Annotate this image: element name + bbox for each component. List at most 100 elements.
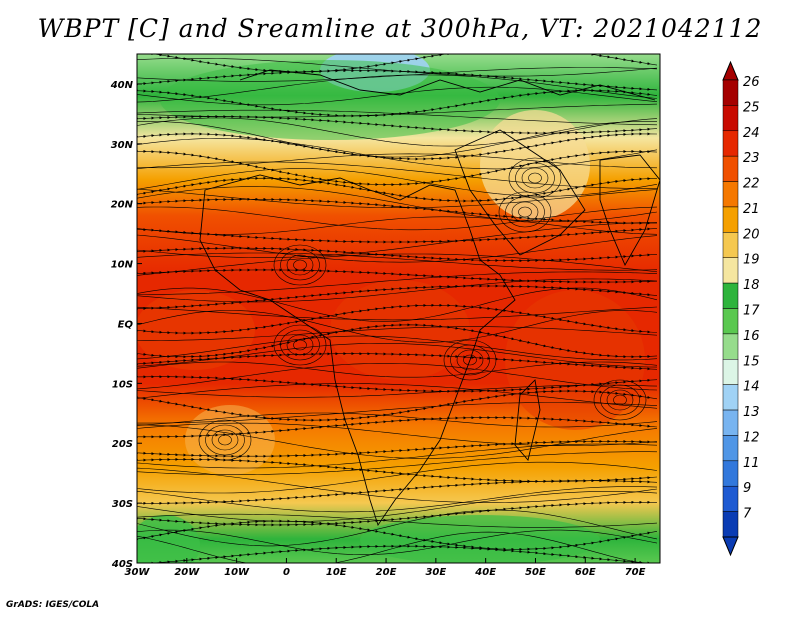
europe-coast bbox=[239, 69, 656, 101]
streamline bbox=[137, 176, 658, 203]
colorbar-label: 19 bbox=[743, 253, 760, 268]
eddy-ring bbox=[293, 259, 307, 271]
eddy-ring bbox=[273, 244, 327, 286]
eddy-ring bbox=[613, 394, 627, 406]
coastlines bbox=[199, 69, 660, 527]
eddy-ring bbox=[593, 379, 647, 421]
lon-tick-label: 30E bbox=[425, 567, 446, 578]
streamline bbox=[137, 197, 657, 225]
lon-tick-label: 20E bbox=[376, 567, 397, 578]
streamlines bbox=[137, 54, 658, 563]
colorbar-swatch bbox=[722, 257, 739, 284]
lon-tick-label: 10E bbox=[326, 567, 347, 578]
lat-tick-label: 30N bbox=[111, 140, 134, 151]
lon-tick-label: 10W bbox=[224, 567, 250, 578]
eddy-ring bbox=[450, 344, 490, 376]
colorbar-swatch bbox=[722, 79, 739, 106]
lat-tick-label: 40N bbox=[110, 80, 134, 91]
colorbar-swatch bbox=[722, 155, 739, 182]
africa-outline bbox=[199, 174, 516, 527]
colorbar-label: 23 bbox=[743, 151, 760, 166]
colorbar-label: 9 bbox=[743, 481, 751, 496]
colorbar-swatch bbox=[722, 130, 739, 157]
cool-patch-arabia bbox=[480, 110, 590, 220]
colorbar-label: 20 bbox=[743, 227, 760, 242]
colorbar-swatch bbox=[722, 105, 739, 132]
green-patch-south bbox=[360, 515, 600, 563]
lon-tick-label: 0 bbox=[283, 567, 290, 578]
colorbar-label: 17 bbox=[743, 304, 760, 319]
lat-tick-label: 20N bbox=[111, 200, 134, 211]
colorbar-max-arrow bbox=[722, 60, 739, 81]
lat-tick-label: 10S bbox=[112, 379, 133, 390]
colorbar-swatch bbox=[722, 232, 739, 258]
colorbar-min-arrow bbox=[722, 536, 739, 557]
eddy-ring bbox=[205, 424, 245, 456]
colorbar-swatch bbox=[722, 435, 739, 462]
colorbar-swatch bbox=[722, 511, 739, 538]
eddy-ring bbox=[463, 354, 477, 366]
eddy-ring bbox=[286, 334, 314, 356]
green-patch-north bbox=[160, 60, 500, 140]
colorbar-swatch bbox=[722, 460, 739, 487]
colorbar-swatch bbox=[722, 359, 739, 385]
colorbar-swatch bbox=[722, 333, 739, 360]
eddy-ring bbox=[443, 339, 497, 381]
lon-tick-label: 20W bbox=[174, 567, 200, 578]
lat-tick-label: 40S bbox=[111, 559, 133, 570]
streamline bbox=[137, 54, 658, 74]
lat-tick-label: 10N bbox=[111, 260, 134, 271]
eddy-ring bbox=[273, 324, 327, 366]
lon-tick-label: 60E bbox=[575, 567, 596, 578]
colorbar-label: 11 bbox=[743, 456, 760, 471]
colorbar-label: 15 bbox=[743, 354, 760, 369]
colorbar-label: 12 bbox=[743, 430, 760, 445]
eddy-ring bbox=[498, 191, 552, 233]
colorbar-swatch bbox=[722, 282, 739, 309]
eddy-ring bbox=[293, 339, 307, 351]
longitude-axis: 30W 20W 10W 0 10E 20E 30E 40E 50E 60E 70E bbox=[125, 558, 646, 578]
streamline bbox=[137, 268, 658, 284]
map-panel bbox=[136, 53, 661, 564]
chart-title: WBPT [C] and Sreamline at 300hPa, VT: 20… bbox=[37, 14, 763, 43]
streamline bbox=[137, 69, 658, 91]
eddy-ring bbox=[515, 162, 555, 194]
eddy-ring bbox=[600, 384, 640, 416]
eddy-ring bbox=[280, 329, 320, 361]
colorbar-label: 21 bbox=[743, 202, 760, 217]
green-patch-southwest bbox=[137, 515, 200, 563]
eddy-ring bbox=[528, 172, 542, 184]
colorbar-swatch bbox=[722, 409, 739, 436]
lat-tick-label: 30S bbox=[112, 499, 133, 510]
colorbar-label: 18 bbox=[743, 278, 760, 293]
eddy-ring bbox=[286, 254, 314, 276]
lat-tick-label: EQ bbox=[118, 319, 134, 330]
streamline bbox=[137, 439, 658, 458]
lat-tick-label: 20S bbox=[112, 439, 133, 450]
eddy-ring bbox=[508, 157, 562, 199]
colorbar-swatch bbox=[722, 384, 739, 411]
eddy-ring bbox=[456, 349, 484, 371]
eddy-ring bbox=[518, 206, 532, 218]
eddy-ring bbox=[280, 249, 320, 281]
colorbar-swatch bbox=[722, 308, 739, 335]
cool-patch-south-atlantic bbox=[185, 405, 275, 475]
colorbar: 26 25 24 23 22 21 20 19 18 17 16 15 14 13 12 11 9 7 bbox=[722, 60, 760, 557]
colorbar-label: 14 bbox=[743, 380, 760, 395]
eddy-ring bbox=[505, 196, 545, 228]
streamline bbox=[137, 544, 652, 563]
streamline bbox=[137, 352, 658, 371]
latitude-axis: 40N 30N 20N 10N EQ 10S 20S 30S 40S bbox=[110, 80, 142, 570]
lon-tick-label: 50E bbox=[525, 567, 546, 578]
india-outline bbox=[599, 154, 660, 267]
streamline bbox=[137, 227, 658, 244]
colorbar-label: 26 bbox=[743, 75, 760, 90]
lon-tick-label: 70E bbox=[625, 567, 646, 578]
eddy-ring bbox=[521, 167, 549, 189]
colorbar-label: 24 bbox=[743, 126, 760, 141]
streamline bbox=[137, 253, 658, 276]
eddy-ring bbox=[511, 201, 539, 223]
map-border bbox=[136, 53, 661, 564]
madagascar-outline bbox=[514, 379, 541, 461]
